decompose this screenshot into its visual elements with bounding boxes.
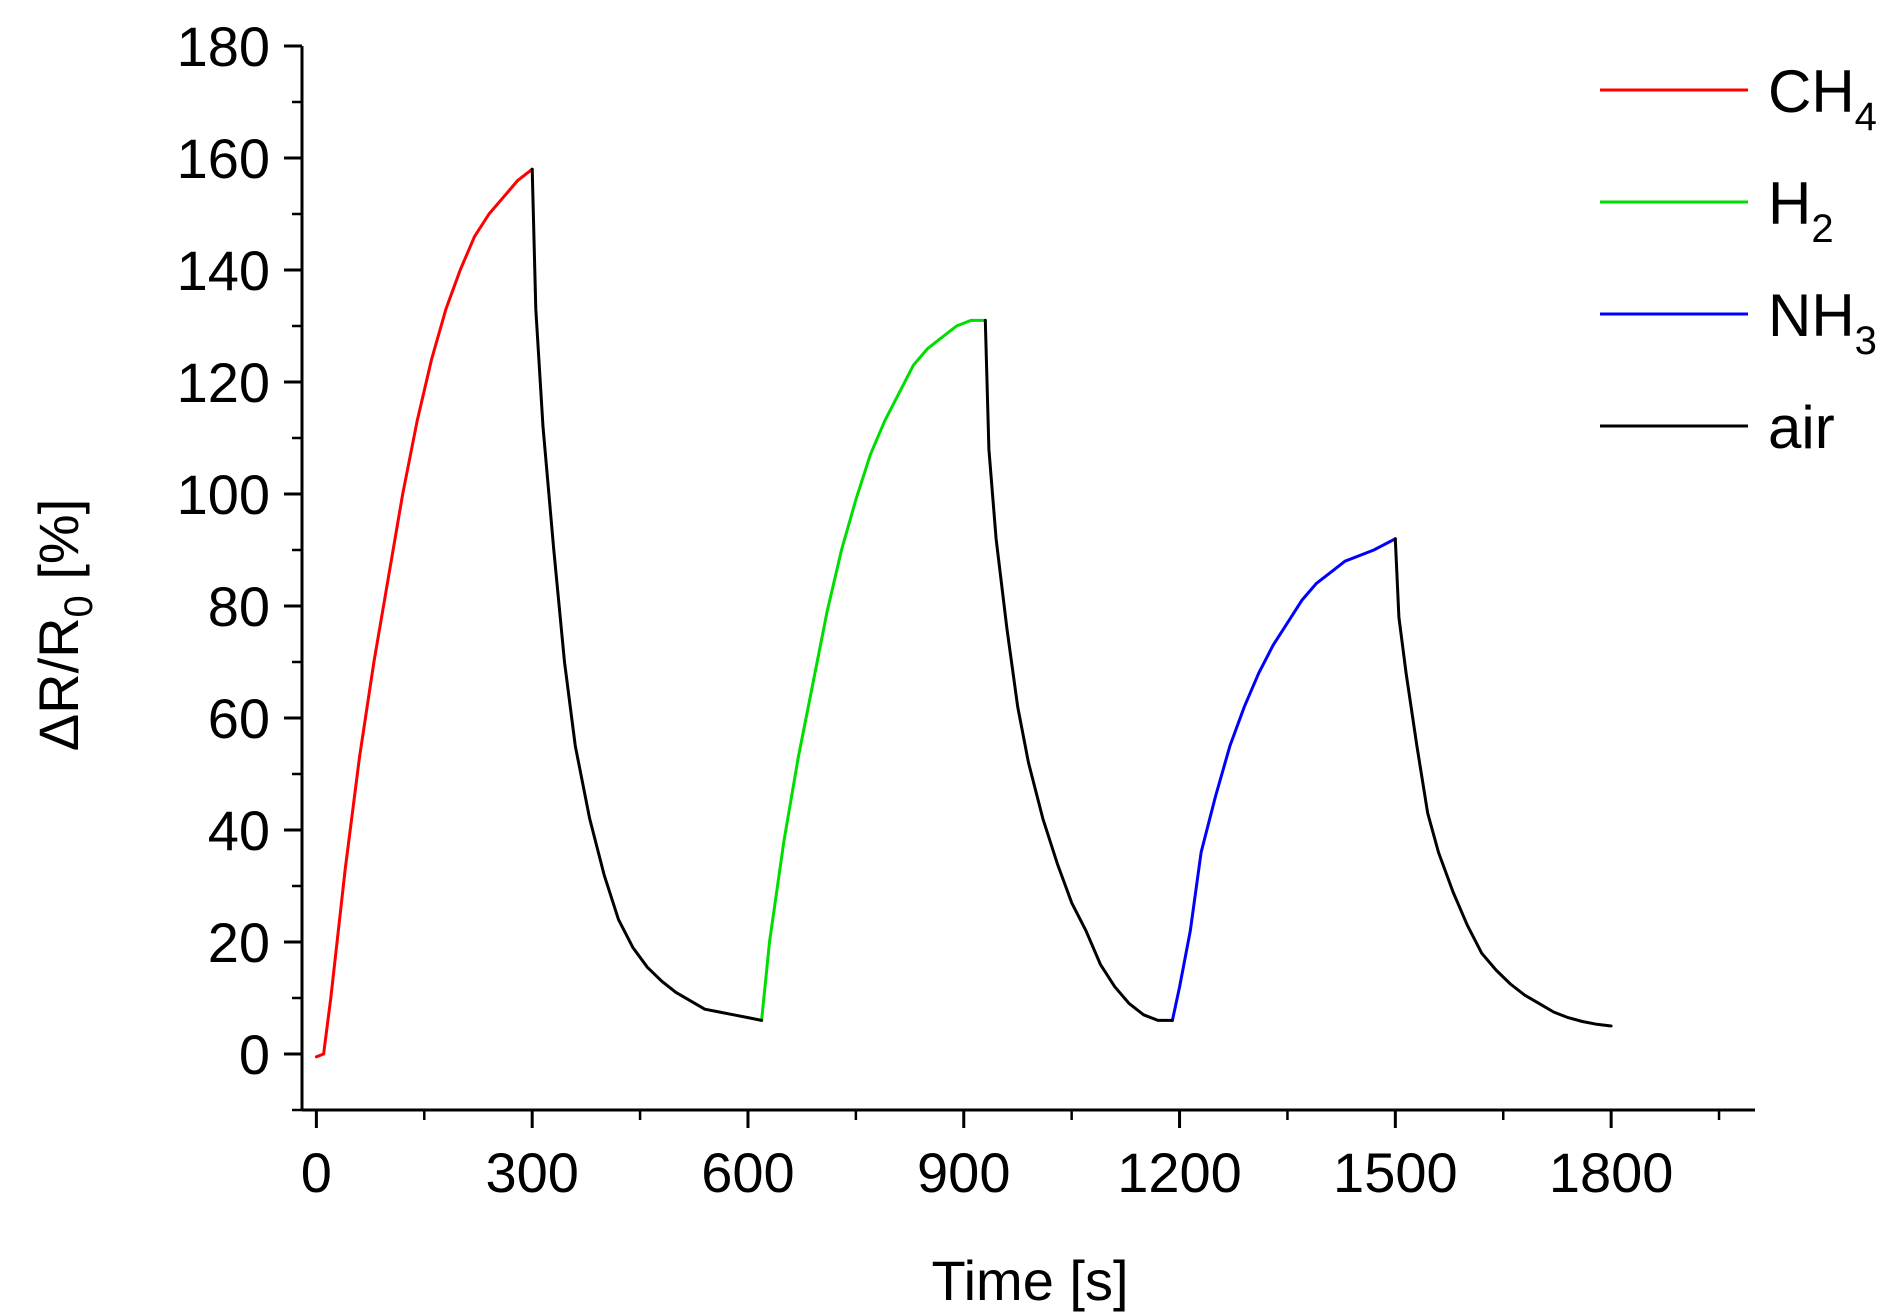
series-line-air-1 xyxy=(530,167,764,1022)
legend-label-ch4: CH4 xyxy=(1768,58,1877,139)
series-line-air-2 xyxy=(983,318,1174,1022)
x-tick-label-1200: 1200 xyxy=(1117,1141,1242,1204)
legend-label-subscript: 4 xyxy=(1855,95,1877,139)
y-axis-title-unit: [%] xyxy=(27,499,90,595)
y-ticks xyxy=(284,44,302,1112)
x-tick-label-1800: 1800 xyxy=(1549,1141,1674,1204)
y-axis-title-main: ΔR/R xyxy=(27,617,90,751)
y-axis-title: ΔR/R0 [%] xyxy=(27,499,101,752)
legend-label-main: air xyxy=(1768,394,1835,461)
legend-label-subscript: 3 xyxy=(1855,319,1877,363)
x-ticks xyxy=(314,1110,1721,1128)
legend-label-main: NH xyxy=(1768,282,1855,349)
x-tick-label-900: 900 xyxy=(917,1141,1010,1204)
legend-item-ch4: CH4 xyxy=(1600,58,1877,139)
x-axis-title: Time [s] xyxy=(931,1249,1128,1312)
x-tick-labels: 0 300 600 900 1200 1500 1800 xyxy=(301,1141,1674,1204)
y-tick-label-0: 0 xyxy=(239,1023,270,1086)
y-tick-label-140: 140 xyxy=(177,239,270,302)
series-lines xyxy=(314,167,1613,1059)
y-tick-label-160: 160 xyxy=(177,127,270,190)
y-tick-label-120: 120 xyxy=(177,351,270,414)
legend-label-main: CH xyxy=(1768,58,1855,125)
series-line-nh3 xyxy=(1170,537,1397,1022)
y-tick-label-60: 60 xyxy=(208,687,270,750)
y-tick-label-40: 40 xyxy=(208,799,270,862)
series-line-air-3 xyxy=(1393,537,1613,1028)
y-tick-labels: 0 20 40 60 80 100 120 140 160 180 xyxy=(177,15,270,1086)
y-tick-label-20: 20 xyxy=(208,911,270,974)
axes xyxy=(300,46,1755,1112)
legend-label-subscript: 2 xyxy=(1811,207,1833,251)
y-axis-title-subscript: 0 xyxy=(57,595,101,617)
legend-label-nh3: NH3 xyxy=(1768,282,1877,363)
series-line-ch4 xyxy=(314,167,534,1059)
legend-label-air: air xyxy=(1768,394,1835,461)
x-tick-label-600: 600 xyxy=(701,1141,794,1204)
series-line-h2 xyxy=(760,318,987,1022)
y-tick-label-100: 100 xyxy=(177,463,270,526)
x-tick-label-0: 0 xyxy=(301,1141,332,1204)
y-tick-label-80: 80 xyxy=(208,575,270,638)
legend-item-nh3: NH3 xyxy=(1600,282,1877,363)
legend-label-main: H xyxy=(1768,170,1811,237)
x-tick-label-1500: 1500 xyxy=(1333,1141,1458,1204)
legend-label-h2: H2 xyxy=(1768,170,1834,251)
y-tick-label-180: 180 xyxy=(177,15,270,78)
x-tick-label-300: 300 xyxy=(485,1141,578,1204)
legend-item-h2: H2 xyxy=(1600,170,1834,251)
legend-item-air: air xyxy=(1600,394,1835,461)
